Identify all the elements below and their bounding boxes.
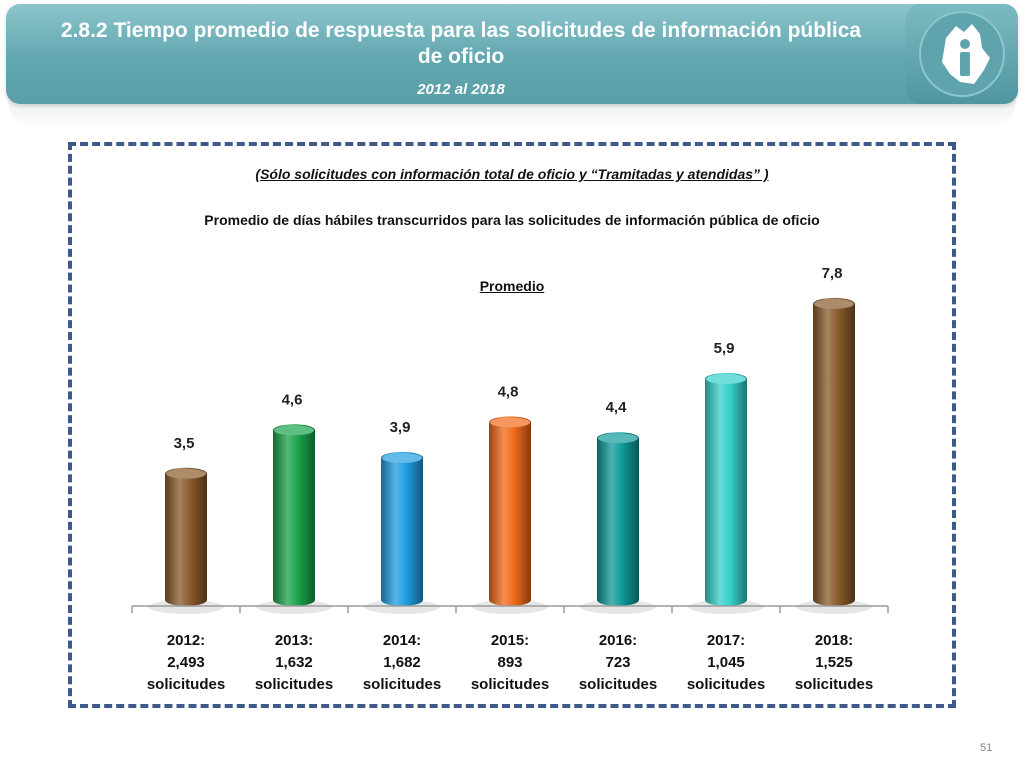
bar-shadow-1 <box>256 600 332 614</box>
category-label-line: 2014: <box>382 632 422 649</box>
category-label-line: solicitudes <box>578 676 658 693</box>
bar-shadow-6 <box>796 600 872 614</box>
category-label-line: 893 <box>497 654 523 671</box>
bar-2 <box>381 451 423 606</box>
bar-1 <box>273 424 315 606</box>
chart-title: Promedio de días hábiles transcurridos p… <box>204 212 820 228</box>
value-label-2: 3,9 <box>390 419 411 436</box>
value-label-0: 3,5 <box>174 435 195 452</box>
category-label-line: 1,632 <box>275 654 313 671</box>
header-shadow <box>8 100 1016 130</box>
category-label-2: 2014: 1,682 solicitudes <box>348 630 456 696</box>
page-number: 51 <box>980 742 993 754</box>
series-label: Promedio <box>479 278 545 294</box>
category-label-line: 1,682 <box>383 654 421 671</box>
category-label-line: 2,493 <box>167 654 205 671</box>
bar-shadow-3 <box>472 600 548 614</box>
category-label-line: 2013: <box>274 632 314 649</box>
bar-shadow-4 <box>580 600 656 614</box>
chart-frame <box>68 142 956 708</box>
category-label-line: 723 <box>605 654 631 671</box>
bar-cap-1 <box>274 425 314 436</box>
category-label-line: 2012: <box>166 632 206 649</box>
category-label-line: 2015: <box>490 632 530 649</box>
category-label-line: 1,045 <box>707 654 745 671</box>
bar-5 <box>705 372 747 606</box>
bar-0 <box>165 467 207 606</box>
value-label-1: 4,6 <box>282 391 303 408</box>
bar-3 <box>489 416 531 606</box>
category-label-line: solicitudes <box>794 676 874 693</box>
bar-cap-4 <box>598 433 638 444</box>
category-label-5: 2017: 1,045 solicitudes <box>672 630 780 696</box>
bar-shadow-5 <box>688 600 764 614</box>
bar-shadow-0 <box>148 600 224 614</box>
category-label-line: 2018: <box>814 632 854 649</box>
category-label-3: 2015: 893 solicitudes <box>456 630 564 696</box>
bar-shadow-2 <box>364 600 440 614</box>
category-label-line: solicitudes <box>686 676 766 693</box>
value-label-6: 7,8 <box>822 265 843 282</box>
bar-cap-2 <box>382 452 422 463</box>
bar-cap-3 <box>490 417 530 428</box>
category-label-6: 2018: 1,525 solicitudes <box>780 630 888 696</box>
cdmx-info-logo-icon <box>919 11 1005 97</box>
value-label-4: 4,4 <box>606 399 628 416</box>
bar-cap-6 <box>814 298 854 309</box>
category-label-4: 2016: 723 solicitudes <box>564 630 672 696</box>
page-title: 2.8.2 Tiempo promedio de respuesta para … <box>60 19 862 68</box>
header-banner: 2.8.2 Tiempo promedio de respuesta para … <box>6 4 1018 104</box>
bar-cap-0 <box>166 468 206 479</box>
bar-6 <box>813 297 855 606</box>
category-label-line: 1,525 <box>815 654 853 671</box>
category-label-line: solicitudes <box>146 676 226 693</box>
category-label-1: 2013: 1,632 solicitudes <box>240 630 348 696</box>
category-label-line: solicitudes <box>362 676 442 693</box>
category-label-0: 2012: 2,493 solicitudes <box>132 630 240 696</box>
value-label-5: 5,9 <box>714 340 735 357</box>
category-label-line: solicitudes <box>254 676 334 693</box>
category-label-line: 2016: <box>598 632 638 649</box>
page-subtitle: 2012 al 2018 <box>417 81 505 98</box>
bar-4 <box>597 432 639 606</box>
logo <box>906 4 1018 104</box>
chart-note: (Sólo solicitudes con información total … <box>255 166 769 182</box>
category-label-line: 2017: <box>706 632 746 649</box>
bar-cap-5 <box>706 373 746 384</box>
value-label-3: 4,8 <box>498 383 519 400</box>
category-label-line: solicitudes <box>470 676 550 693</box>
